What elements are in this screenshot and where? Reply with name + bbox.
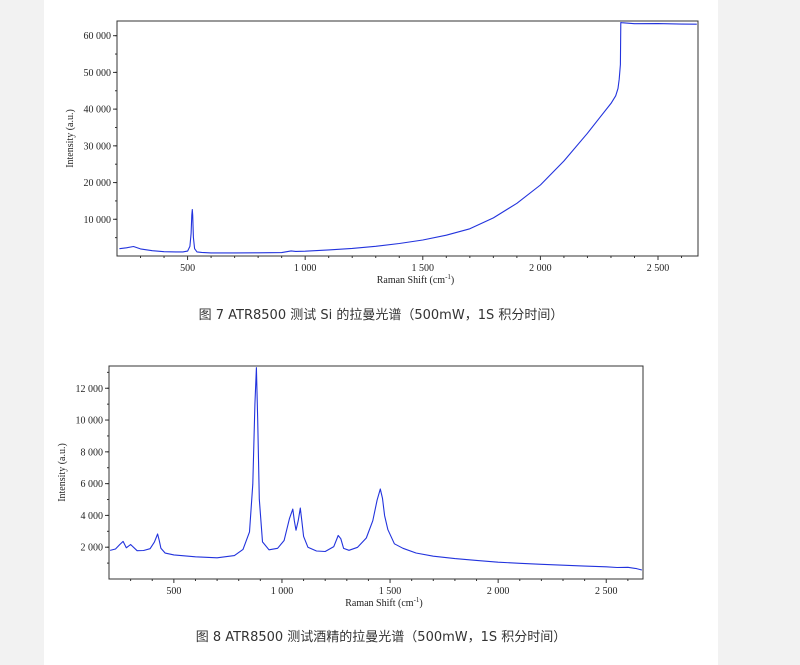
chart1-y-tick-label: 10 000 <box>84 215 112 226</box>
chart1-x-tick-label: 2 000 <box>529 263 552 274</box>
chart1-y-tick-label: 60 000 <box>84 31 112 42</box>
chart1-y-axis-title: Intensity (a.u.) <box>65 109 76 168</box>
chart2-y-tick-label: 12 000 <box>76 384 104 395</box>
chart2-x-tick-label: 500 <box>166 586 181 597</box>
chart1-x-tick-label: 1 500 <box>412 263 435 274</box>
figure-7-caption: 图 7 ATR8500 测试 Si 的拉曼光谱（500mW，1S 积分时间） <box>198 308 564 323</box>
chart1-y-tick-label: 30 000 <box>84 141 112 152</box>
chart2-x-tick-label: 1 500 <box>379 586 402 597</box>
chart2-y-tick-label: 8 000 <box>81 447 104 458</box>
chart1-series-line <box>119 21 697 254</box>
chart2-y-axis-title: Intensity (a.u.) <box>57 443 68 502</box>
chart1-y-tick-label: 20 000 <box>84 178 112 189</box>
chart1-x-axis-title: Raman Shift (cm-1) <box>377 273 455 286</box>
chart1-x-tick-label: 1 000 <box>294 263 317 274</box>
chart1-y-tick-label: 40 000 <box>84 105 112 116</box>
chart2-y-tick-label: 4 000 <box>81 511 104 522</box>
chart1-x-tick-label: 2 500 <box>647 263 670 274</box>
chart2-plot-frame <box>108 365 644 580</box>
ethanol-raman-chart: 500 1 000 1 500 2 000 2 500 2 000 4 000 6 000 8 … <box>57 365 644 609</box>
chart2-x-tick-label: 1 000 <box>271 586 294 597</box>
si-raman-chart: 500 1 000 1 500 2 000 2 500 10 000 20 000 30 00… <box>65 20 699 286</box>
chart2-y-tick-label: 2 000 <box>81 543 104 554</box>
chart2-x-axis-title: Raman Shift (cm-1) <box>345 596 423 609</box>
chart2-x-tick-label: 2 500 <box>595 586 618 597</box>
chart1-y-tick-label: 50 000 <box>84 68 112 79</box>
chart2-x-tick-label: 2 000 <box>487 586 510 597</box>
chart1-x-tick-label: 500 <box>180 263 195 274</box>
chart1-plot-frame <box>116 20 699 257</box>
chart2-series-line <box>109 367 643 571</box>
chart2-y-tick-label: 6 000 <box>81 479 104 490</box>
document-page: 500 1 000 1 500 2 000 2 500 10 000 20 000 30 00… <box>44 0 718 665</box>
figure-8-caption: 图 8 ATR8500 测试酒精的拉曼光谱（500mW，1S 积分时间） <box>195 630 567 645</box>
chart2-y-tick-label: 10 000 <box>76 416 104 427</box>
